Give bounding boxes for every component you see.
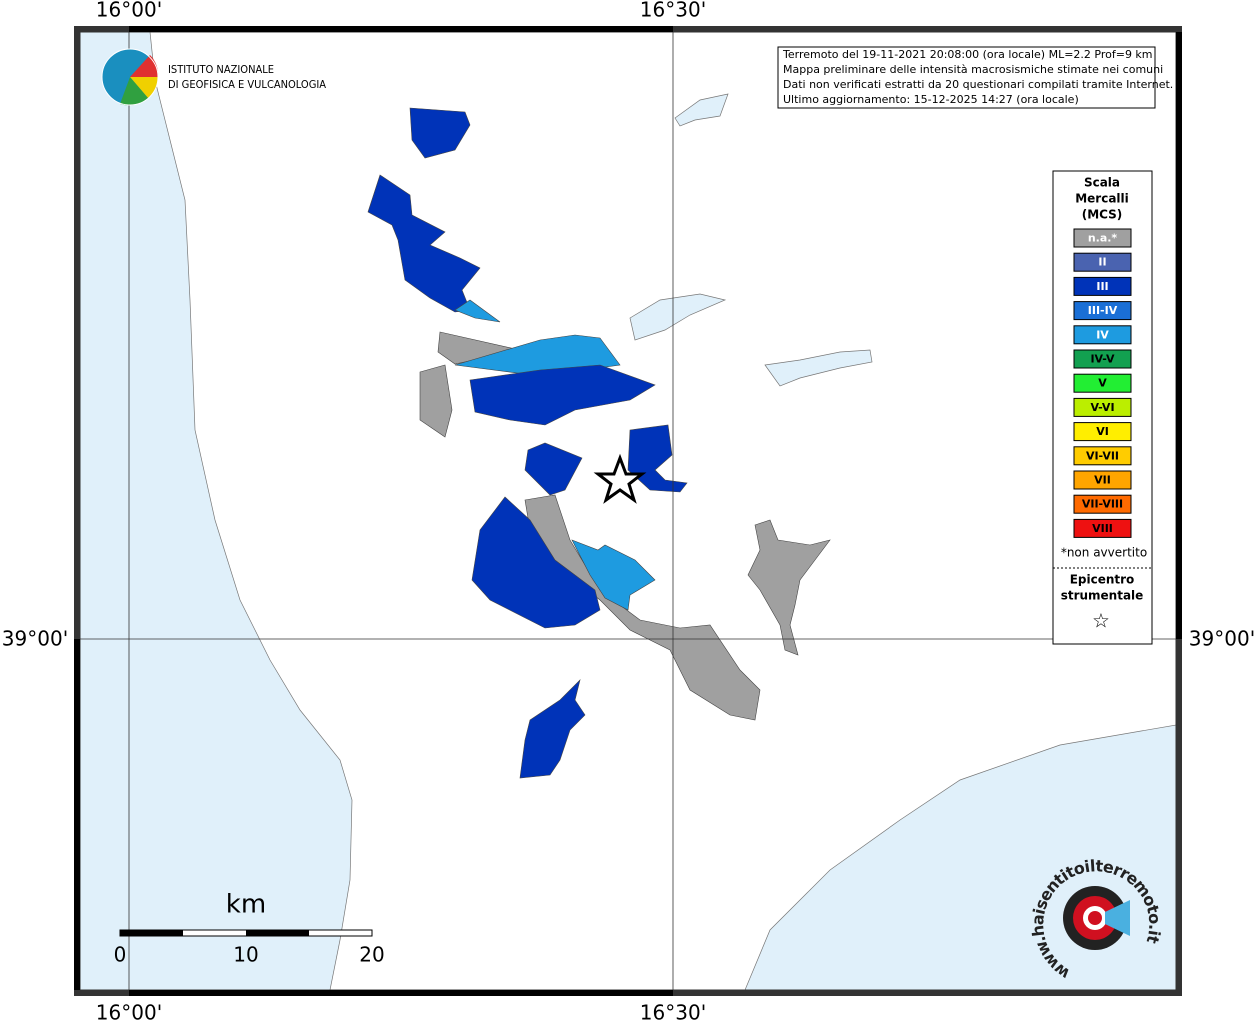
graticule	[80, 32, 1176, 990]
info-line: Dati non verificati estratti da 20 quest…	[783, 78, 1173, 91]
legend-label: n.a.*	[1088, 232, 1118, 245]
legend-swatch	[1073, 470, 1132, 490]
lon-label: 16°00'	[96, 0, 162, 22]
legend-label: V-VI	[1090, 401, 1114, 414]
legend-note: *non avvertito	[1061, 546, 1147, 560]
lat-label: 39°00'	[2, 627, 68, 651]
legend-label: VI	[1096, 425, 1109, 438]
scale-label: 0	[114, 943, 127, 967]
legend-swatch	[1073, 422, 1132, 442]
lon-label: 16°30'	[640, 0, 706, 22]
legend-label: III	[1096, 280, 1108, 293]
ingv-logo: ISTITUTO NAZIONALE DI GEOFISICA E VULCAN…	[101, 48, 326, 106]
info-line: Terremoto del 19-11-2021 20:08:00 (ora l…	[782, 48, 1153, 61]
epicenter-star	[593, 453, 647, 504]
legend: Scala Mercalli (MCS) *non avvertito Epic…	[1052, 170, 1153, 645]
legend-swatch	[1073, 397, 1132, 417]
sea-west	[79, 31, 353, 991]
legend-label: III-IV	[1088, 304, 1118, 317]
legend-swatch	[1073, 518, 1132, 538]
legend-title: Scala	[1084, 176, 1120, 190]
legend-label: VI-VII	[1086, 449, 1119, 462]
info-line: Mappa preliminare delle intensità macros…	[783, 63, 1163, 76]
legend-swatch	[1073, 349, 1132, 369]
lat-label: 39°00'	[1189, 627, 1255, 651]
info-box: Terremoto del 19-11-2021 20:08:00 (ora l…	[777, 46, 1173, 109]
legend-swatch	[1073, 228, 1132, 248]
legend-swatch	[1073, 301, 1132, 321]
legend-label: V	[1098, 377, 1107, 390]
lakes	[629, 93, 873, 387]
legend-star: ☆	[1092, 609, 1110, 633]
info-line: Ultimo aggiornamento: 15-12-2025 14:27 (…	[783, 93, 1079, 106]
legend-swatch	[1073, 446, 1132, 466]
logo-text: DI GEOFISICA E VULCANOLOGIA	[168, 78, 326, 91]
legend-label: IV	[1096, 328, 1109, 341]
legend-swatch	[1073, 276, 1132, 296]
lon-label: 16°30'	[640, 1001, 706, 1025]
legend-swatch	[1073, 373, 1132, 393]
legend-label: VII-VIII	[1082, 498, 1123, 511]
frame-ticks	[74, 26, 1182, 996]
intensity-areas	[367, 107, 831, 779]
legend-label: VII	[1094, 474, 1111, 487]
scale-label: 20	[359, 943, 384, 967]
scale-label: 10	[233, 943, 258, 967]
logo-text: ISTITUTO NAZIONALE	[168, 63, 274, 76]
legend-label: IV-V	[1090, 353, 1115, 366]
legend-title: Mercalli	[1075, 192, 1129, 206]
scale-bar: km 0 10 20	[114, 890, 385, 967]
legend-swatch	[1073, 325, 1132, 345]
legend-epicenter: Epicentro	[1070, 573, 1135, 587]
scale-unit: km	[226, 890, 266, 920]
legend-label: II	[1098, 256, 1106, 269]
legend-swatch	[1073, 252, 1132, 272]
legend-epicenter: strumentale	[1061, 589, 1144, 603]
lon-label: 16°00'	[96, 1001, 162, 1025]
legend-label: VIII	[1092, 522, 1113, 535]
legend-title: (MCS)	[1082, 208, 1123, 222]
legend-swatch	[1073, 494, 1132, 514]
